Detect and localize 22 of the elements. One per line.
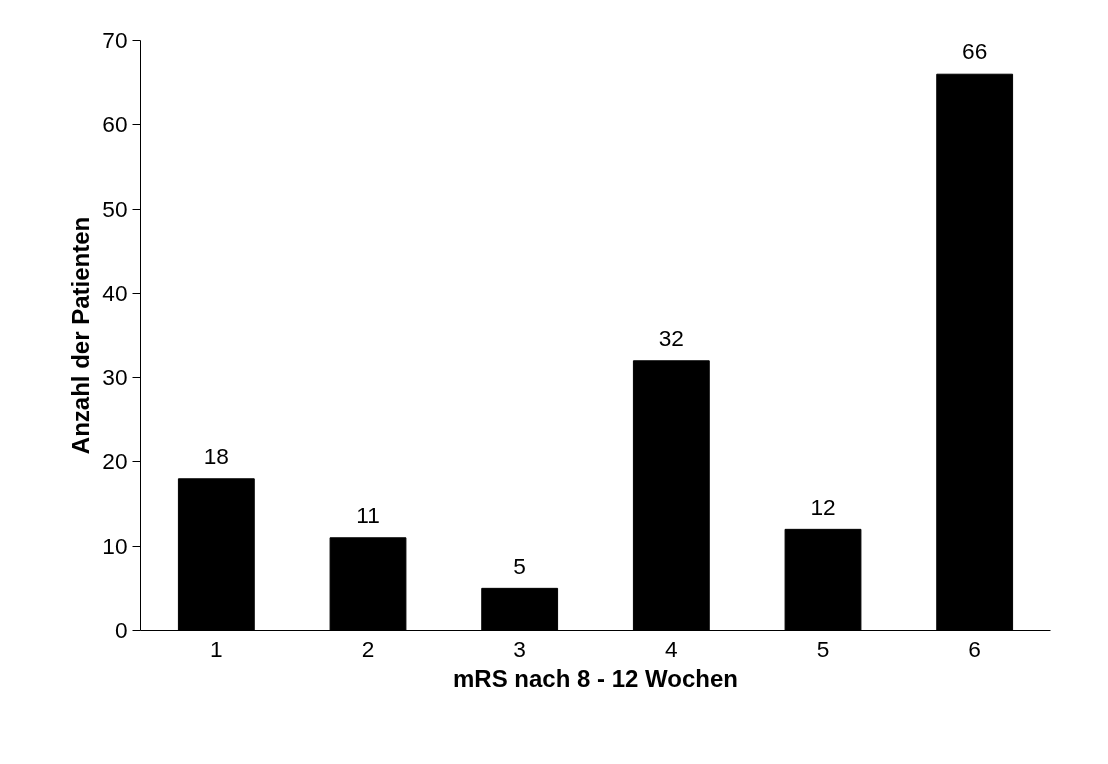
y-tick-label: 40 xyxy=(102,279,128,306)
x-tick-label: 6 xyxy=(968,635,981,662)
data-label: 66 xyxy=(962,38,988,65)
data-label: 5 xyxy=(513,552,526,579)
y-tick-label: 30 xyxy=(102,364,128,391)
x-tick-label: 1 xyxy=(210,635,223,662)
x-tick-label: 4 xyxy=(665,635,678,662)
y-tick-label: 60 xyxy=(102,111,128,138)
data-label: 11 xyxy=(356,502,380,529)
x-tick-label: 2 xyxy=(361,635,375,662)
data-label: 18 xyxy=(203,443,229,470)
y-tick-label: 20 xyxy=(102,448,128,475)
data-label: 12 xyxy=(810,493,836,520)
y-axis-title: Anzahl der Patienten xyxy=(67,216,95,455)
y-tick-label: 0 xyxy=(114,617,128,643)
x-tick-label: 3 xyxy=(513,635,526,662)
y-tick-label: 10 xyxy=(102,532,128,559)
y-tick-label: 50 xyxy=(102,195,128,222)
x-tick-label: 5 xyxy=(816,635,830,662)
x-axis-title: mRS nach 8 - 12 Wochen xyxy=(453,664,738,692)
data-label: 32 xyxy=(658,325,684,352)
y-tick-label: 70 xyxy=(102,27,128,53)
